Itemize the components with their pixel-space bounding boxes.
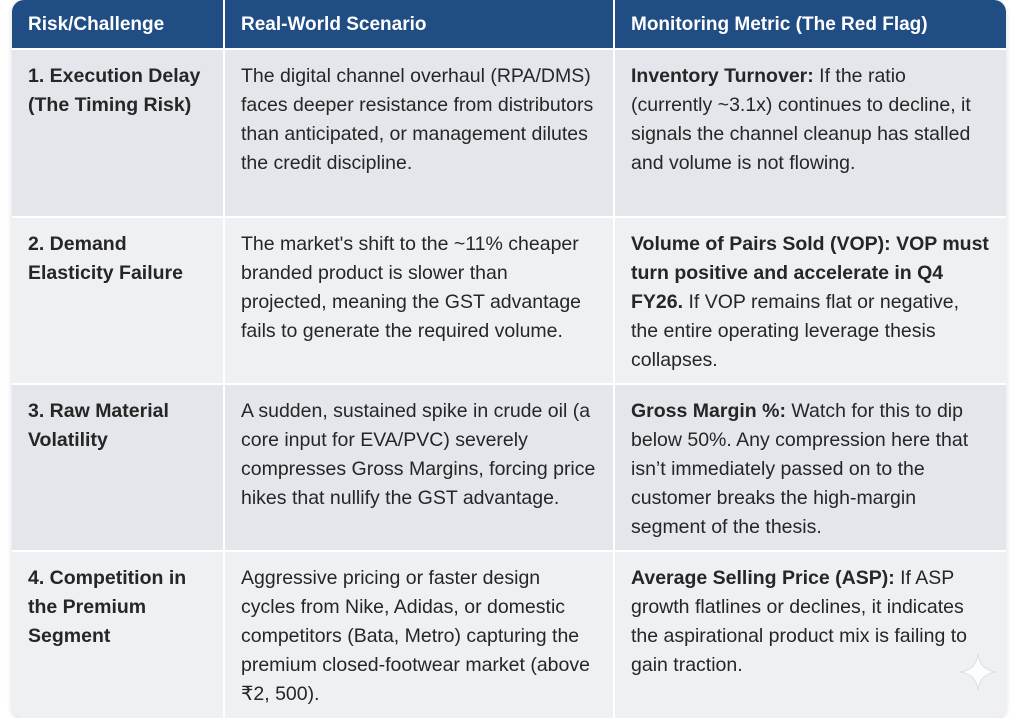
metric-bold: VOP must turn positive and accelerate in… (631, 233, 989, 313)
risk-cell: 4. Competition in the Premium Segment (12, 550, 225, 718)
table-header-row: Risk/Challenge Real-World Scenario Monit… (12, 0, 1006, 49)
metric-text: If ASP growth flatlines or declines, it … (631, 567, 968, 676)
metric-text: Watch for this to dip below 50%. Any com… (631, 400, 969, 538)
metric-label: Volume of Pairs Sold (VOP): (631, 233, 891, 255)
risk-cell: 1. Execution Delay (The Timing Risk) (12, 48, 225, 217)
header-metric: Monitoring Metric (The Red Flag) (614, 0, 1006, 49)
sparkle-icon (959, 653, 997, 691)
metric-label: Gross Margin %: (631, 400, 786, 422)
table-row: 4. Competition in the Premium Segment Ag… (12, 550, 1006, 718)
table-row: 2. Demand Elasticity Failure The market'… (12, 216, 1006, 384)
metric-cell: Volume of Pairs Sold (VOP): VOP must tur… (614, 216, 1006, 384)
metric-cell: Average Selling Price (ASP): If ASP grow… (614, 550, 1006, 718)
scenario-cell: Aggressive pricing or faster design cycl… (224, 550, 615, 718)
scenario-cell: The digital channel overhaul (RPA/DMS) f… (224, 48, 615, 217)
risk-cell: 3. Raw Material Volatility (12, 383, 225, 551)
risk-table: Risk/Challenge Real-World Scenario Monit… (12, 0, 1006, 718)
metric-text: If the ratio (currently ~3.1x) continues… (631, 65, 971, 174)
risk-table-container: Risk/Challenge Real-World Scenario Monit… (12, 0, 1006, 718)
metric-cell: Inventory Turnover: If the ratio (curren… (614, 48, 1006, 217)
scenario-cell: A sudden, sustained spike in crude oil (… (224, 383, 615, 551)
metric-label: Average Selling Price (ASP): (631, 567, 895, 589)
scenario-cell: The market's shift to the ~11% cheaper b… (224, 216, 615, 384)
metric-cell: Gross Margin %: Watch for this to dip be… (614, 383, 1006, 551)
risk-cell: 2. Demand Elasticity Failure (12, 216, 225, 384)
header-scenario: Real-World Scenario (224, 0, 615, 49)
metric-label: Inventory Turnover: (631, 65, 814, 87)
metric-text: If VOP remains flat or negative, the ent… (631, 291, 960, 371)
header-risk: Risk/Challenge (12, 0, 225, 49)
table-row: 1. Execution Delay (The Timing Risk) The… (12, 48, 1006, 217)
table-row: 3. Raw Material Volatility A sudden, sus… (12, 383, 1006, 551)
